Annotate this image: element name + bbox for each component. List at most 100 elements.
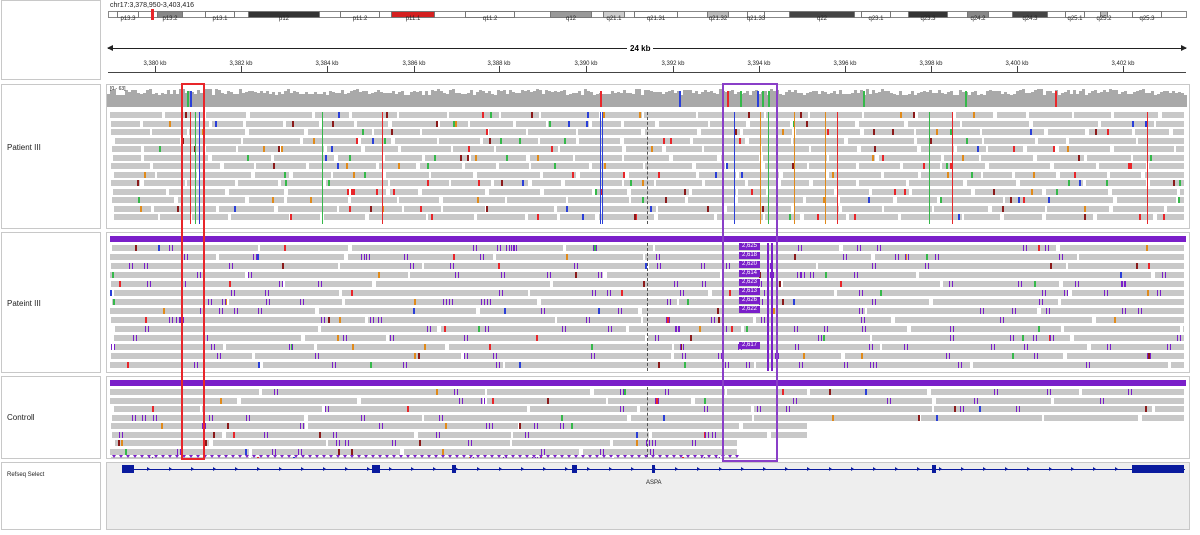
read[interactable] — [1046, 188, 1108, 195]
read[interactable] — [864, 112, 914, 118]
insertion-marker[interactable] — [370, 317, 374, 323]
insertion-marker[interactable] — [443, 299, 447, 305]
read[interactable] — [754, 406, 932, 412]
read[interactable] — [674, 344, 880, 350]
insertion-marker[interactable] — [333, 431, 337, 438]
insertion-marker[interactable] — [1064, 290, 1068, 296]
read[interactable] — [288, 188, 349, 195]
read[interactable] — [246, 120, 283, 127]
insertion-marker[interactable] — [798, 245, 802, 251]
insertion-marker[interactable] — [204, 335, 208, 341]
read[interactable] — [975, 188, 1042, 195]
insertion-marker[interactable] — [843, 254, 847, 260]
read[interactable] — [849, 214, 898, 220]
read[interactable] — [943, 281, 1059, 287]
read[interactable] — [957, 146, 986, 152]
ideogram-band[interactable] — [117, 11, 139, 18]
insertion-marker[interactable] — [142, 414, 146, 421]
read[interactable] — [376, 281, 550, 287]
read[interactable] — [648, 335, 870, 341]
read[interactable] — [308, 414, 422, 421]
read[interactable] — [859, 180, 906, 186]
insertion-marker[interactable] — [361, 414, 365, 421]
read[interactable] — [255, 353, 461, 359]
read[interactable] — [110, 272, 245, 278]
read[interactable] — [579, 137, 620, 144]
insertion-marker[interactable] — [378, 317, 382, 323]
read[interactable] — [603, 112, 642, 118]
read[interactable] — [1029, 112, 1072, 118]
insertion-marker[interactable] — [770, 272, 774, 278]
insertion-marker[interactable] — [1162, 272, 1166, 278]
read[interactable] — [256, 163, 306, 169]
read[interactable] — [908, 120, 960, 127]
read[interactable] — [859, 120, 904, 127]
read[interactable] — [112, 299, 227, 305]
insertion-marker[interactable] — [182, 281, 186, 287]
ideogram-band[interactable] — [391, 11, 435, 18]
gene-exon[interactable] — [572, 465, 577, 473]
read[interactable] — [973, 362, 1168, 368]
read[interactable] — [592, 163, 643, 169]
insertion-marker[interactable] — [248, 272, 252, 278]
read[interactable] — [143, 120, 209, 127]
read[interactable] — [592, 120, 621, 127]
read[interactable] — [879, 154, 941, 161]
insertion-marker[interactable] — [593, 245, 597, 251]
insertion-marker[interactable] — [1121, 281, 1125, 287]
read[interactable] — [695, 397, 932, 404]
coverage-track-patient2[interactable] — [110, 236, 1186, 242]
read[interactable] — [321, 326, 437, 332]
insertion-marker[interactable] — [824, 326, 828, 332]
read[interactable] — [1015, 171, 1056, 178]
read[interactable] — [818, 263, 1066, 269]
read[interactable] — [738, 197, 803, 203]
read[interactable] — [114, 171, 155, 178]
insertion-marker[interactable] — [1050, 335, 1054, 341]
read[interactable] — [278, 205, 337, 212]
read[interactable] — [921, 171, 981, 178]
read[interactable] — [231, 214, 289, 220]
read[interactable] — [1079, 254, 1184, 260]
ideogram-band[interactable] — [707, 11, 729, 18]
read[interactable] — [451, 180, 491, 186]
read[interactable] — [1180, 188, 1184, 195]
insertion-marker[interactable] — [675, 326, 679, 332]
insertion-marker[interactable] — [810, 272, 814, 278]
insertion-marker[interactable] — [682, 353, 686, 359]
read[interactable] — [1114, 112, 1158, 118]
read[interactable] — [1086, 180, 1146, 186]
read[interactable] — [624, 154, 669, 161]
read[interactable] — [351, 188, 386, 195]
read[interactable] — [783, 171, 826, 178]
ideogram-band[interactable] — [1100, 11, 1108, 18]
read[interactable] — [111, 129, 150, 135]
insertion-marker[interactable] — [264, 431, 268, 438]
read[interactable] — [1074, 112, 1111, 118]
read[interactable] — [521, 423, 739, 429]
read[interactable] — [645, 129, 697, 135]
insertion-marker[interactable] — [1012, 308, 1016, 314]
read[interactable] — [114, 406, 200, 412]
insertion-marker[interactable] — [300, 423, 304, 429]
ideogram-band[interactable] — [1132, 11, 1162, 18]
ideogram-band[interactable] — [550, 11, 592, 18]
read[interactable] — [645, 163, 692, 169]
read[interactable] — [575, 154, 622, 161]
insertion-marker[interactable] — [366, 254, 370, 260]
read[interactable] — [308, 129, 372, 135]
read[interactable] — [765, 163, 807, 169]
read[interactable] — [872, 335, 1070, 341]
insertion-size-badge[interactable]: 2,623 — [739, 279, 760, 286]
read[interactable] — [917, 137, 982, 144]
insertion-marker[interactable] — [300, 299, 304, 305]
read[interactable] — [392, 120, 436, 127]
read[interactable] — [795, 205, 839, 212]
insertion-marker[interactable] — [608, 326, 612, 332]
insertion-marker[interactable] — [725, 362, 729, 368]
insertion-marker[interactable] — [202, 423, 206, 429]
insertion-marker[interactable] — [1100, 397, 1104, 404]
read[interactable] — [901, 214, 962, 220]
insertion-marker[interactable] — [144, 263, 148, 269]
insertion-marker[interactable] — [390, 335, 394, 341]
